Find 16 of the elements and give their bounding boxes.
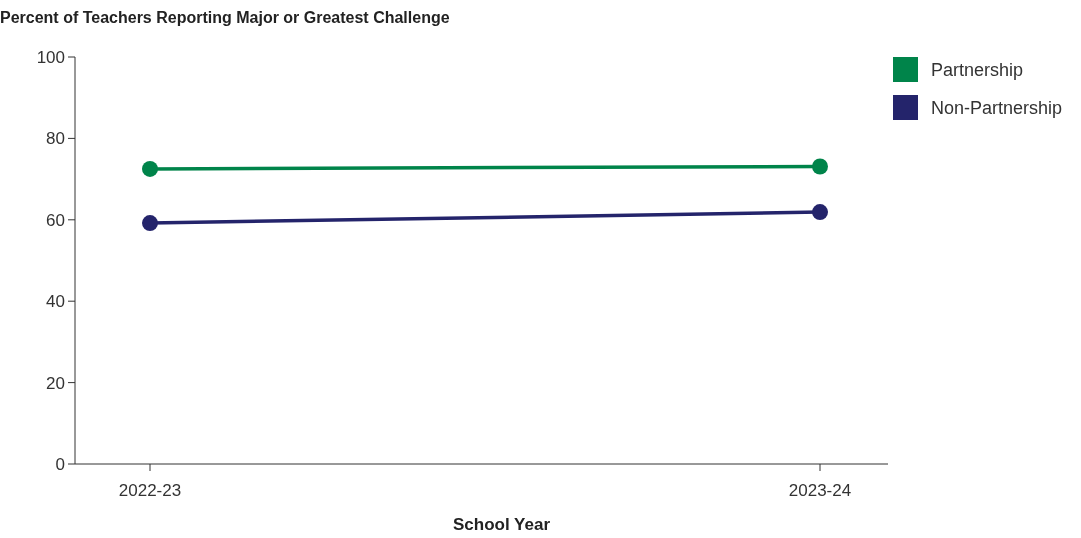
y-tick-label: 40 [46, 292, 65, 312]
x-tick-label: 2022-23 [118, 481, 182, 500]
point [812, 204, 828, 221]
y-tick-label: 80 [46, 129, 65, 149]
chart-title: Percent of Teachers Reporting Major or Greatest Challenge [0, 9, 450, 26]
y-tick-label: 100 [36, 47, 65, 67]
y-tick-label: 60 [46, 210, 65, 230]
point [812, 158, 828, 175]
x-axis-title: School Year [452, 515, 551, 534]
y-tick-label: 0 [55, 454, 65, 474]
point [142, 215, 158, 232]
legend-label: Non-Partnership [931, 97, 1063, 118]
y-tick-label: 20 [46, 373, 65, 393]
point [142, 160, 158, 177]
legend-label: Partnership [931, 59, 1024, 80]
x-tick-label: 2023-24 [788, 481, 852, 500]
